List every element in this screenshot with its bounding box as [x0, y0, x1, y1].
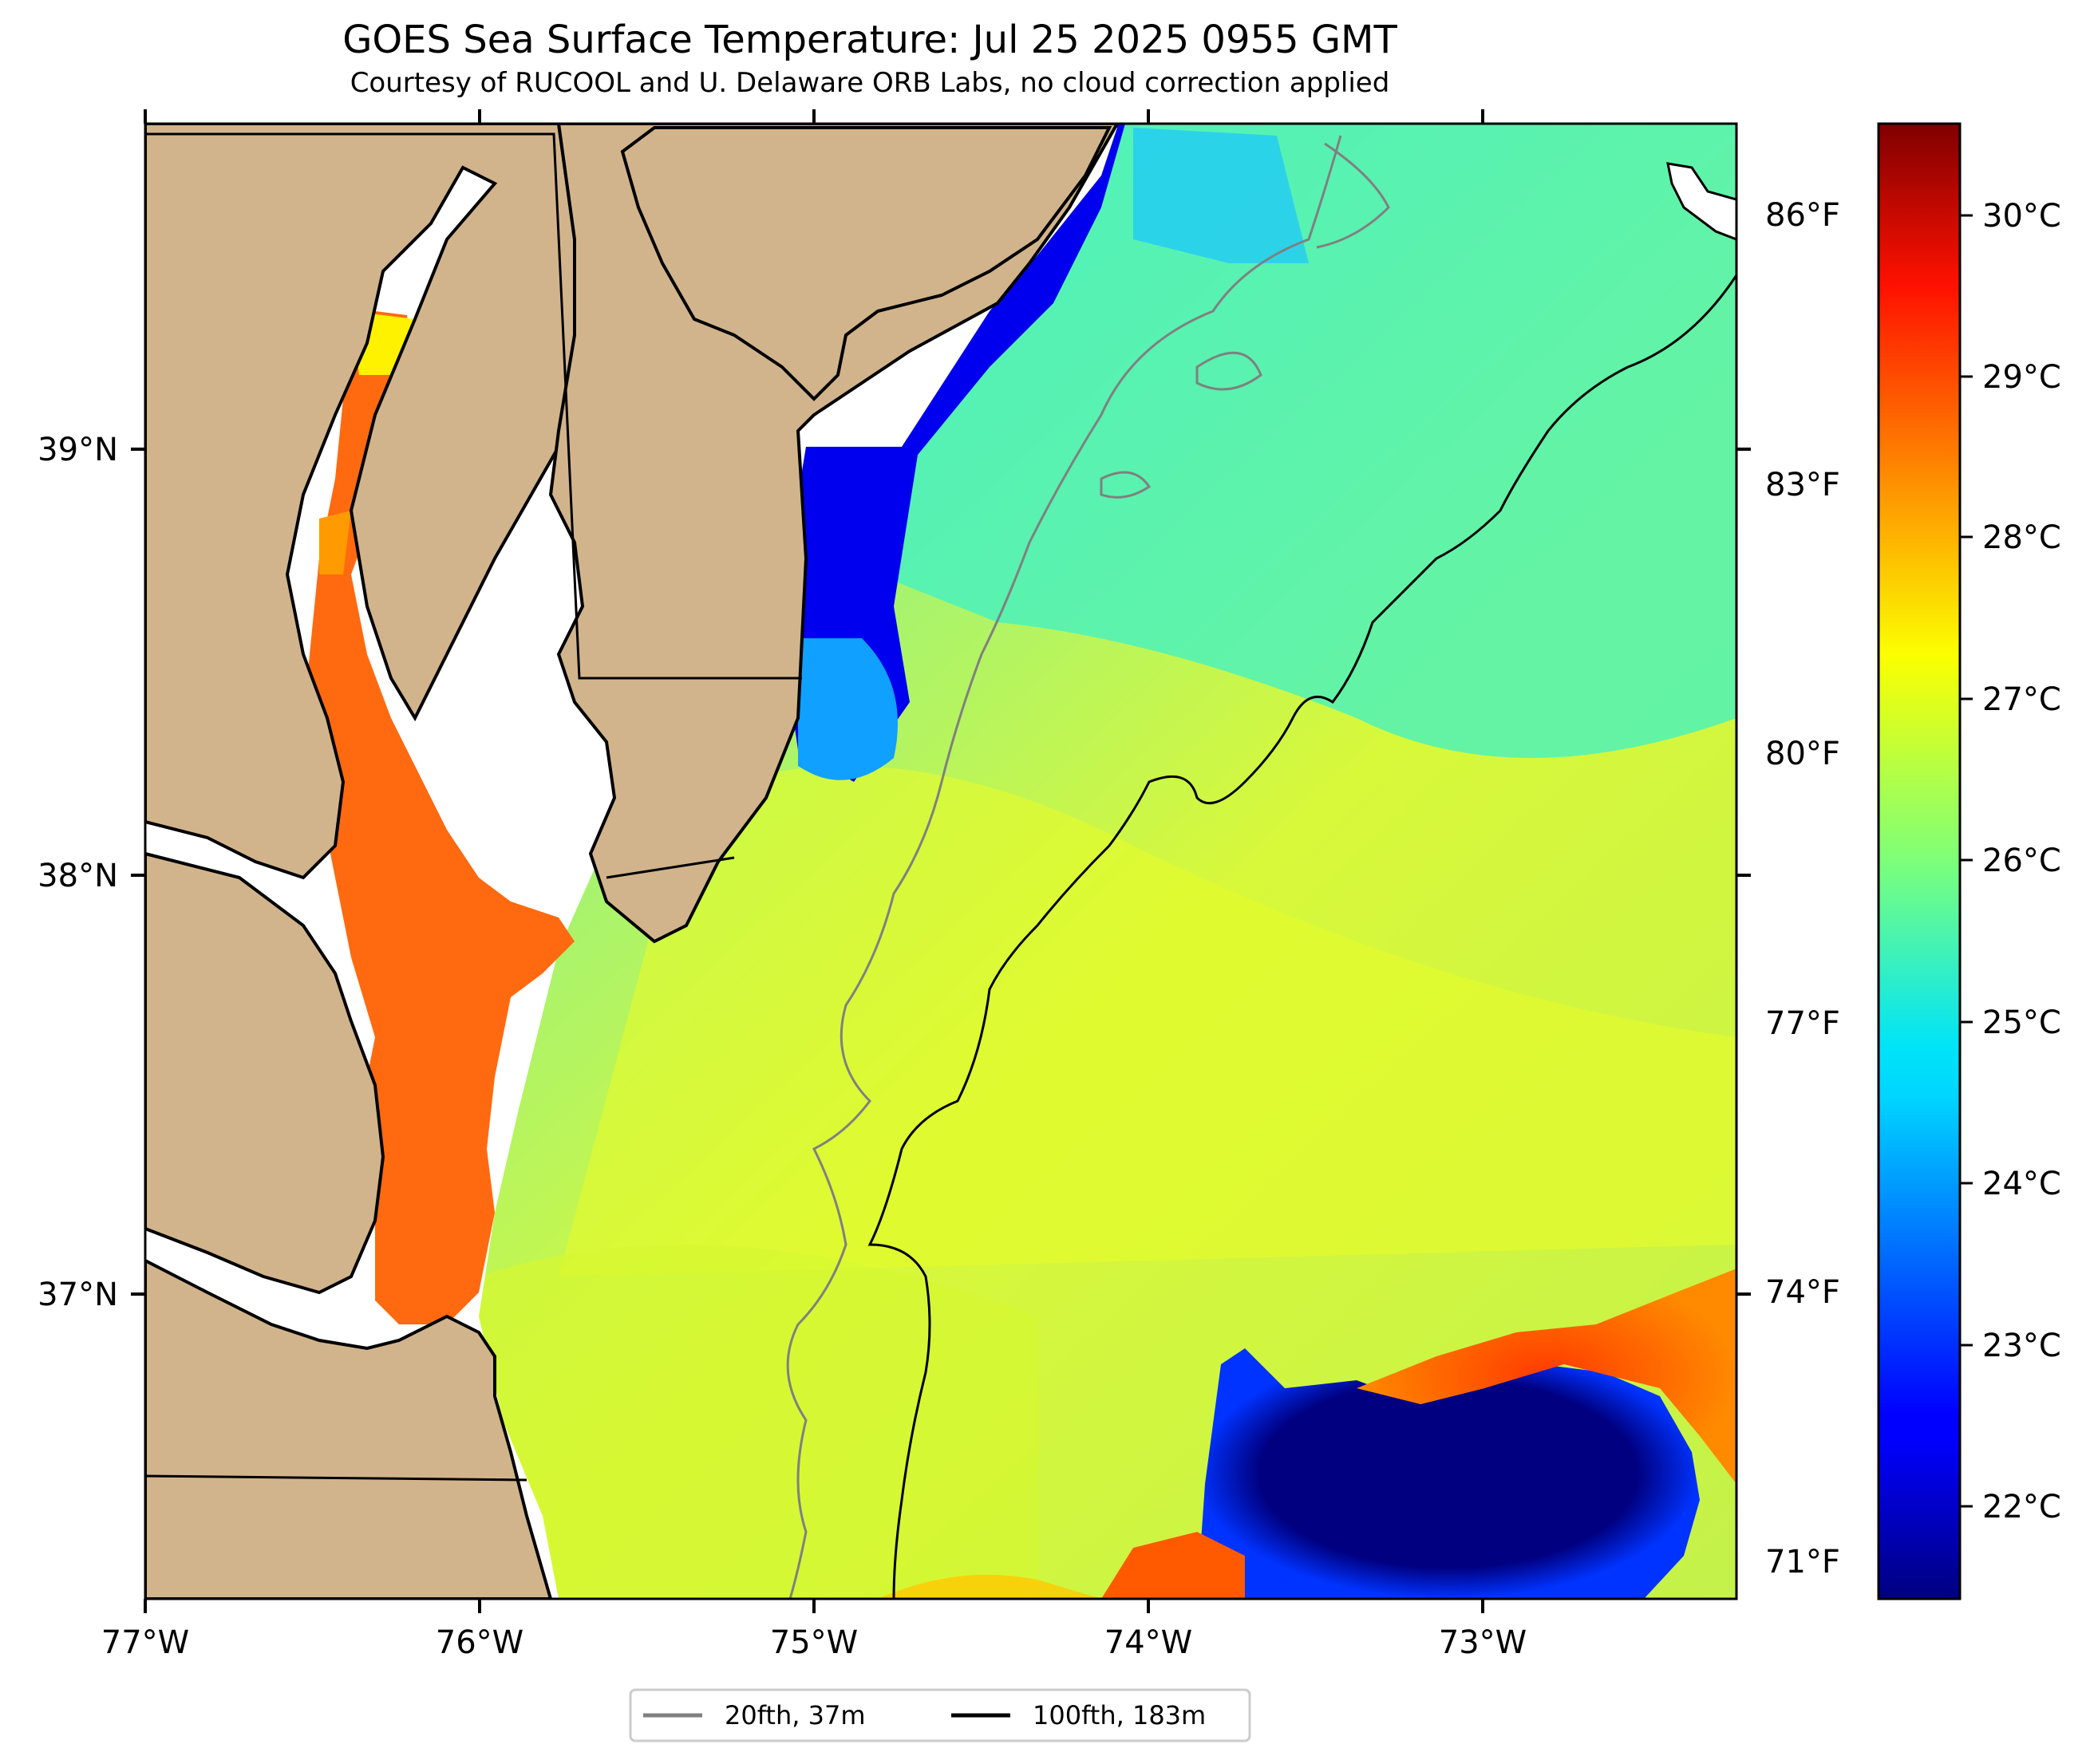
lat-tick-label: 37°N [38, 1277, 118, 1313]
lat-tick-label: 38°N [38, 858, 118, 894]
celsius-tick-label: 26°C [1982, 843, 2061, 879]
upwelling-region [702, 124, 1125, 782]
celsius-tick-label: 27°C [1982, 681, 2061, 718]
colorbar [1877, 122, 1962, 1600]
lat-tick-label: 39°N [38, 432, 118, 468]
lon-tick-label: 76°W [436, 1624, 523, 1661]
celsius-tick-label: 23°C [1982, 1328, 2061, 1364]
fahrenheit-tick-label: 86°F [1765, 197, 1840, 234]
legend-label-100fth: 100fth, 183m [1033, 1700, 1206, 1730]
map-title: GOES Sea Surface Temperature: Jul 25 202… [342, 18, 1397, 62]
fahrenheit-tick-label: 80°F [1765, 736, 1840, 772]
fahrenheit-tick-label: 83°F [1765, 467, 1840, 503]
new-jersey [620, 126, 1112, 401]
map-subtitle: Courtesy of RUCOOL and U. Delaware ORB L… [350, 67, 1390, 99]
isobath-100fth [867, 274, 1736, 1599]
virginia-northern-neck [145, 851, 385, 1295]
legend-label-20fth: 20fth, 37m [725, 1700, 865, 1730]
isobath-20fth [786, 135, 1342, 1599]
map-frame [144, 122, 1738, 1600]
celsius-tick-label: 22°C [1982, 1489, 2061, 1525]
lon-tick-label: 73°W [1439, 1624, 1527, 1661]
colorbar-ticks [1960, 214, 1973, 1508]
celsius-tick-label: 25°C [1982, 1004, 2061, 1041]
celsius-tick-label: 29°C [1982, 359, 2061, 396]
celsius-tick-label: 30°C [1982, 198, 2061, 235]
fahrenheit-tick-label: 77°F [1765, 1005, 1840, 1042]
celsius-tick-label: 28°C [1982, 519, 2061, 556]
lon-tick-label: 74°W [1104, 1624, 1192, 1661]
lon-axis [144, 109, 1484, 1613]
celsius-tick-label: 24°C [1982, 1166, 2061, 1202]
legend-box [629, 1688, 1251, 1742]
cold-anomaly [1197, 1348, 1700, 1599]
state-borders [145, 132, 802, 680]
fahrenheit-tick-label: 71°F [1765, 1544, 1840, 1580]
virginia-southern-shore [145, 1258, 553, 1599]
fahrenheit-tick-label: 74°F [1765, 1274, 1840, 1311]
warm-front [1357, 1269, 1736, 1484]
map-panel [145, 124, 1736, 1599]
lon-tick-label: 75°W [770, 1624, 858, 1661]
legend: 20fth, 37m 100fth, 183m [629, 1688, 1251, 1742]
lon-tick-label: 77°W [101, 1624, 189, 1661]
lat-axis [131, 448, 1751, 1296]
delmarva-peninsula [548, 124, 1120, 944]
maryland-western-shore [145, 124, 585, 880]
